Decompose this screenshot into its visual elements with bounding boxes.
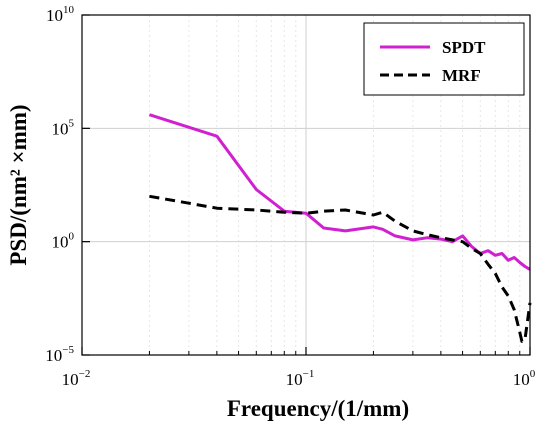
x-tick-label: 100 [513, 368, 536, 389]
series-layer [148, 113, 532, 343]
y-tick-label: 1010 [46, 4, 75, 25]
legend: SPDT MRF [363, 22, 525, 96]
legend-label-spdt: SPDT [442, 38, 486, 57]
plot-frame [81, 14, 531, 356]
legend-label-mrf: MRF [442, 66, 481, 85]
y-tick-label: 100 [52, 231, 75, 252]
x-axis-title: Frequency/(1/mm) [227, 396, 409, 421]
series-line-mrf [149, 194, 532, 343]
y-tick-label: 10−5 [45, 344, 74, 365]
x-tick-label: 10−2 [62, 368, 91, 389]
y-axis-title: PSD/(nm² ×mm) [6, 104, 31, 265]
series-line-spdt [148, 113, 531, 271]
axis-ticks: 10−2 10−1 100 10−5 100 105 1010 [45, 4, 535, 389]
x-tick-label: 10−1 [286, 368, 315, 389]
y-tick-label: 105 [52, 117, 75, 138]
legend-box [363, 22, 525, 96]
